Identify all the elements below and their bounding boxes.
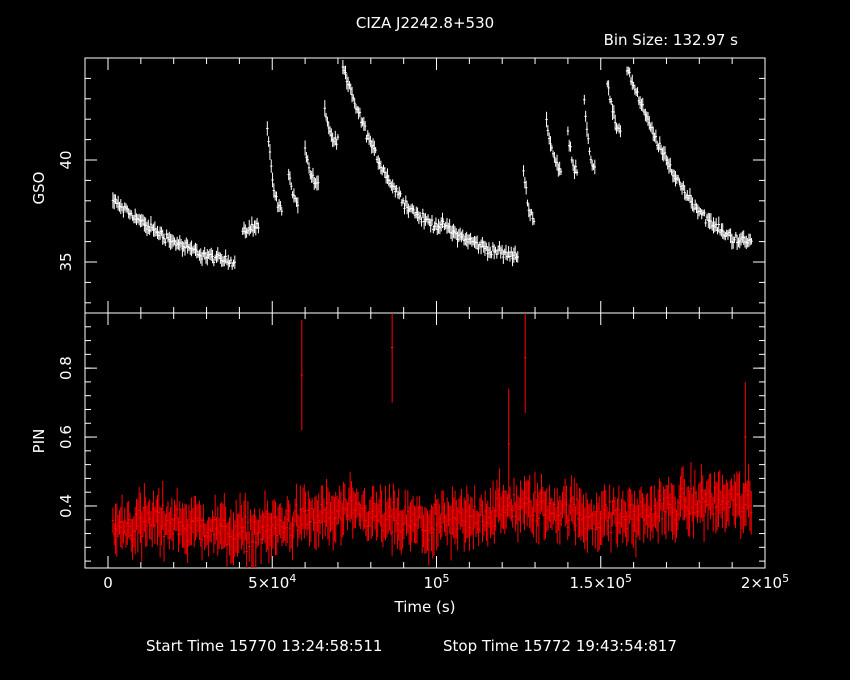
x-tick-label: 1.5×105 bbox=[569, 572, 632, 592]
start-time: Start Time 15770 13:24:58:511 bbox=[146, 637, 382, 655]
gso-frame bbox=[84, 57, 766, 314]
x-axis: 0 5×104 105 1.5×105 2×105 bbox=[103, 572, 789, 592]
chart-title: CIZA J2242.8+530 bbox=[356, 14, 494, 32]
x-tick-label: 0 bbox=[103, 574, 113, 592]
y-tick-label: 35 bbox=[57, 252, 75, 271]
y-tick-label: 0.4 bbox=[57, 494, 75, 518]
y-tick-label: 0.8 bbox=[57, 356, 75, 380]
gso-panel: 35 40 bbox=[57, 57, 766, 314]
x-tick-label: 105 bbox=[423, 572, 449, 592]
x-tick-label: 5×104 bbox=[248, 572, 296, 592]
y-label-gso: GSO bbox=[30, 172, 48, 205]
y-label-pin: PIN bbox=[30, 429, 48, 454]
y-tick-label: 40 bbox=[57, 150, 75, 169]
x-tick-label: 2×105 bbox=[741, 572, 789, 592]
x-axis-label: Time (s) bbox=[394, 598, 456, 616]
pin-panel: 0.4 0.6 0.8 bbox=[57, 312, 766, 569]
pin-frame bbox=[84, 312, 766, 569]
y-tick-label: 0.6 bbox=[57, 425, 75, 449]
stop-time: Stop Time 15772 19:43:54:817 bbox=[443, 637, 677, 655]
bin-size-label: Bin Size: 132.97 s bbox=[604, 31, 739, 49]
